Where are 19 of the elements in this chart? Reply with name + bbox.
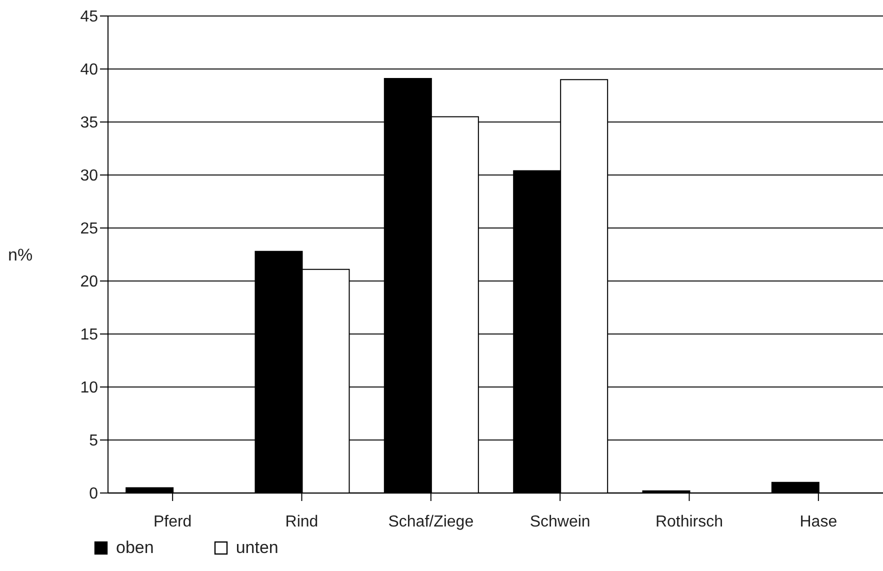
x-tick-label: Schaf/Ziege — [388, 513, 474, 530]
y-tick-label: 20 — [80, 274, 98, 291]
y-tick-label: 5 — [89, 432, 98, 450]
y-axis-title: n% — [8, 246, 33, 265]
legend-label: oben — [115, 538, 154, 558]
x-tick-label: Schwein — [530, 513, 590, 530]
y-tick-label: 10 — [80, 380, 98, 397]
legend-label: unten — [234, 538, 278, 558]
y-tick-label: 30 — [80, 168, 98, 185]
y-tick-label: 35 — [80, 114, 98, 132]
x-tick-label: Rind — [285, 513, 318, 530]
x-tick-label: Hase — [800, 513, 838, 530]
y-tick-label: 0 — [89, 486, 98, 503]
y-tick-label: 40 — [80, 62, 98, 79]
x-tick-label: Pferd — [153, 513, 192, 530]
y-tick-label: 15 — [80, 326, 98, 344]
y-tick-label: 45 — [80, 8, 98, 26]
y-tick-label: 25 — [80, 220, 98, 238]
x-tick-label: Rothirsch — [655, 513, 724, 530]
